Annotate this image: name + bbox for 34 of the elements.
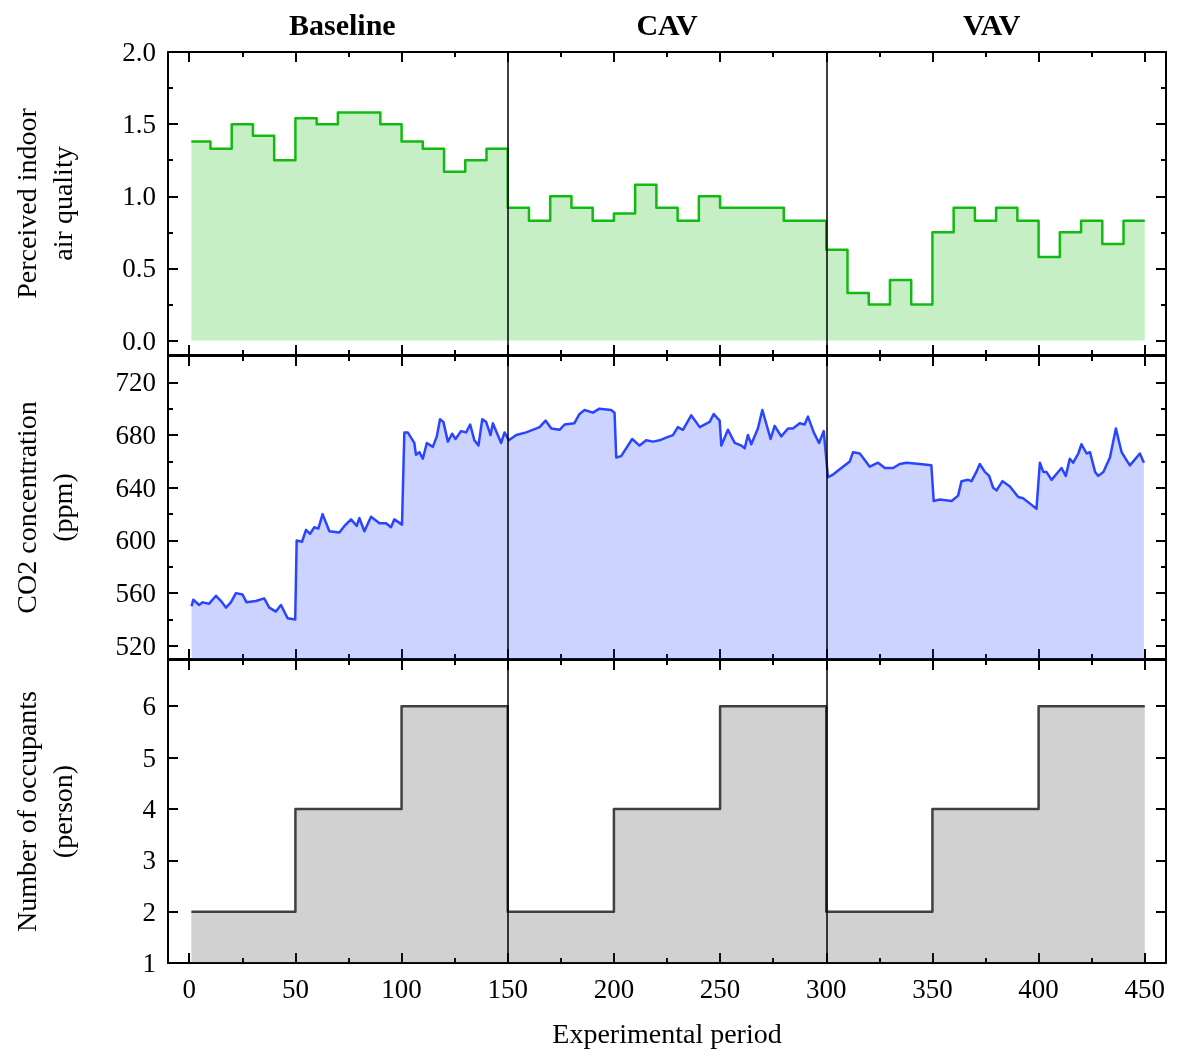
y-tick-label: 1 (142, 948, 156, 978)
y-tick-label: 2.0 (122, 37, 156, 67)
y-axis-title: Perceived indoor air quality (10, 107, 78, 299)
text: Baseline (289, 7, 396, 41)
y-tick-label: 1.5 (122, 109, 156, 140)
y-tick-label: 3 (142, 845, 156, 876)
y-tick-label: 600 (115, 525, 156, 556)
text: CAV (636, 7, 698, 41)
y-tick-label: 680 (115, 420, 156, 451)
y-tick-label: 0.0 (122, 325, 156, 356)
x-tick-label: 150 (487, 973, 528, 1004)
x-tick-label: 50 (281, 973, 309, 1004)
text: VAV (963, 7, 1021, 41)
x-tick-label: 100 (381, 973, 422, 1004)
y-tick-label: 0.5 (122, 253, 156, 284)
x-tick-label: 250 (699, 973, 741, 1004)
y-tick-label: 5 (142, 742, 156, 773)
y-tick-label: 1.0 (122, 181, 156, 212)
x-tick-label: 0 (182, 973, 196, 1004)
x-axis-title: Experimental period (552, 1017, 782, 1049)
y-axis-title: CO2 concentration (ppm) (10, 401, 78, 614)
x-tick-label: 450 (1124, 973, 1166, 1004)
y-tick-label: 520 (115, 630, 156, 661)
y-tick-label: 4 (142, 793, 157, 824)
y-tick-label: 560 (115, 578, 156, 609)
x-tick-label: 300 (806, 973, 847, 1004)
x-tick-label: 400 (1018, 973, 1059, 1004)
y-tick-label: 6 (142, 691, 156, 722)
x-tick-label: 200 (593, 973, 635, 1004)
x-tick-label: 350 (912, 973, 953, 1004)
y-axis-title: Number of occupants (person) (10, 690, 78, 933)
y-tick-label: 2 (142, 896, 156, 927)
y-tick-label: 640 (115, 472, 156, 503)
y-tick-label: 720 (115, 367, 156, 398)
